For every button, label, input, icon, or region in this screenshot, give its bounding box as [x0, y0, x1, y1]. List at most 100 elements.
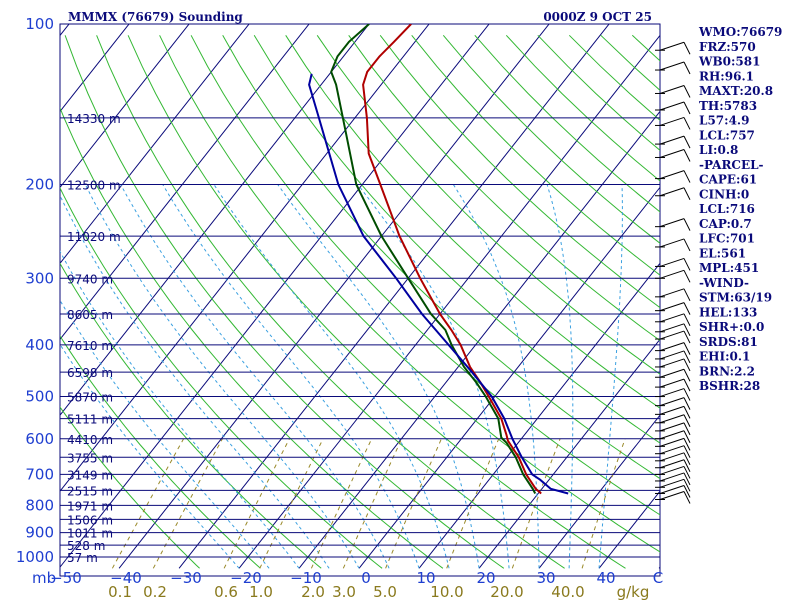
wind-barb-flag	[683, 472, 691, 486]
wind-barb-staff	[659, 358, 685, 368]
moist-adiabat-line	[162, 184, 420, 569]
index-line: TH:5783	[699, 99, 757, 113]
index-line: LCL:757	[699, 128, 755, 142]
pressure-tick-label: 100	[25, 15, 54, 33]
dry-adiabat-line	[60, 262, 322, 569]
wind-barb-flag	[683, 491, 691, 504]
wind-barb-flag	[683, 170, 691, 183]
mixing-ratio-label: 0.2	[143, 583, 167, 600]
index-line: STM:63/19	[699, 291, 772, 305]
height-level-label: 9740 m	[67, 272, 113, 286]
isotherm-line	[60, 24, 130, 113]
index-line: MAXT:20.8	[699, 84, 773, 98]
wind-barb-flag	[683, 61, 691, 75]
dewpoint-trace	[330, 24, 537, 494]
wind-barb-staff	[659, 414, 685, 424]
wind-barb-staff	[659, 269, 685, 279]
index-line: CAPE:61	[699, 173, 757, 187]
wind-barb-flag	[683, 445, 691, 458]
wind-barb-flag	[683, 270, 691, 283]
dry-adiabat-line	[285, 35, 660, 409]
wind-barb-staff	[659, 388, 685, 398]
temperature-tick-label: −40	[110, 569, 142, 587]
wind-barb-staff	[659, 170, 685, 180]
mixing-ratio-label: 40.0	[551, 583, 584, 600]
wind-barb-flag	[683, 302, 691, 315]
dry-adiabat-line	[60, 106, 444, 569]
temperature-unit-label: C	[653, 569, 663, 587]
mixing-ratio-unit-label: g/kg	[617, 583, 650, 600]
isotherm-line	[60, 24, 190, 189]
wind-barb-staff	[659, 445, 685, 455]
wind-barbs	[655, 41, 691, 504]
wind-barb-flag	[683, 238, 691, 252]
wind-barb-flag	[683, 406, 691, 419]
mixing-ratio-label: 2.0	[301, 583, 325, 600]
pressure-tick-label: 300	[25, 269, 54, 287]
height-level-label: 4410 m	[67, 433, 113, 447]
isotherm-line	[238, 34, 660, 569]
height-level-label: 528 m	[67, 539, 105, 553]
wind-barb-staff	[659, 41, 685, 51]
pressure-tick-label: 500	[25, 388, 54, 406]
wind-barb-flag	[683, 85, 691, 98]
mixing-ratio-line	[446, 438, 500, 569]
wind-barb-flag	[683, 342, 691, 355]
wind-barb-flag	[683, 459, 691, 472]
wind-barb-staff	[659, 378, 685, 388]
temperature-tick-label: −30	[170, 569, 202, 587]
mixing-ratio-line	[223, 438, 290, 569]
mixing-ratio-label: 5.0	[373, 583, 397, 600]
wind-barb-flag	[683, 101, 691, 115]
wind-barb-staff	[659, 491, 685, 500]
wind-barb-staff	[659, 288, 685, 298]
height-level-label: 3149 m	[67, 468, 113, 482]
wind-barb-flag	[683, 149, 691, 162]
wind-barb-staff	[659, 323, 685, 333]
height-level-label: 3755 m	[67, 451, 113, 465]
height-level-label: 57 m	[67, 551, 98, 565]
pressure-tick-label: 1000	[16, 548, 54, 566]
dry-adiabat-line	[96, 35, 565, 569]
wind-barb-staff	[659, 330, 685, 340]
wind-barb-flag	[683, 135, 691, 149]
wind-barb-staff	[659, 342, 685, 352]
mixing-ratio-line	[581, 438, 626, 569]
height-level-label: 12500 m	[67, 178, 121, 192]
wind-barb-flag	[683, 466, 691, 479]
dry-adiabat-line	[379, 34, 660, 309]
wind-barb-flag	[683, 330, 691, 344]
moist-adiabat-line	[60, 343, 240, 569]
height-level-label: 5870 m	[67, 391, 113, 405]
sounding-traces	[308, 24, 569, 495]
height-level-label: 1971 m	[67, 499, 113, 513]
dry-adiabat-line	[60, 335, 261, 569]
height-level-label: 5111 m	[67, 413, 113, 427]
mixing-ratio-line	[342, 438, 403, 569]
wind-barb-staff	[659, 257, 685, 267]
dry-adiabat-line	[190, 35, 660, 516]
wind-barb-flag	[683, 479, 691, 492]
index-line: EHI:0.1	[699, 350, 750, 364]
isotherm-line	[60, 24, 370, 417]
temperature-tick-label: 30	[536, 569, 555, 587]
wind-barb-staff	[659, 484, 685, 494]
station-title: MMMX (76679) Sounding	[68, 10, 243, 24]
wind-barb-staff	[659, 405, 685, 415]
wind-barb-flag	[683, 438, 691, 451]
wind-barb-flag	[683, 218, 691, 231]
index-line: EL:561	[699, 246, 746, 260]
isotherm-line	[60, 24, 310, 341]
moist-adiabat-line	[213, 184, 450, 569]
dry-adiabat-line	[316, 35, 660, 375]
wind-barb-flag	[683, 313, 691, 327]
wind-barb-flag	[683, 388, 691, 401]
wind-barb-flag	[683, 323, 691, 337]
dry-adiabat-line	[348, 35, 660, 342]
index-line: BRN:2.2	[699, 364, 755, 378]
index-line: FRZ:570	[699, 40, 756, 54]
mixing-ratio-line	[385, 438, 442, 569]
moist-adiabat-line	[60, 194, 330, 569]
isotherm-line	[298, 110, 660, 569]
